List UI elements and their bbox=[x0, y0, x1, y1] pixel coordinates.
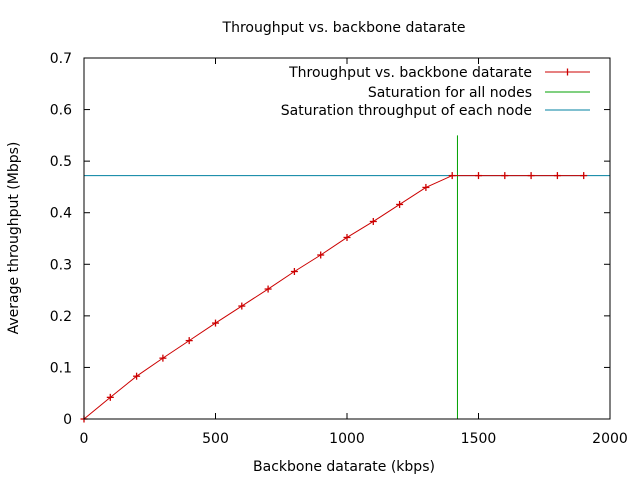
data-point bbox=[343, 233, 351, 241]
data-point bbox=[106, 393, 114, 401]
data-point bbox=[580, 172, 588, 180]
y-tick-label: 0.6 bbox=[50, 103, 72, 119]
x-tick-label: 500 bbox=[202, 431, 229, 447]
y-tick-label: 0.1 bbox=[50, 360, 72, 376]
data-point bbox=[133, 372, 141, 380]
data-point bbox=[527, 172, 535, 180]
legend: Throughput vs. backbone datarate Saturati… bbox=[281, 65, 590, 119]
x-axis-label: Backbone datarate (kbps) bbox=[253, 459, 435, 475]
chart-title: Throughput vs. backbone datarate bbox=[222, 20, 466, 36]
legend-label: Saturation for all nodes bbox=[368, 85, 532, 101]
x-tick-label: 2000 bbox=[592, 431, 628, 447]
data-point bbox=[369, 217, 377, 225]
data-point bbox=[317, 251, 325, 259]
x-tick-label: 0 bbox=[80, 431, 89, 447]
plot-series bbox=[80, 135, 610, 423]
data-point bbox=[396, 200, 404, 208]
x-tick-label: 1500 bbox=[461, 431, 497, 447]
y-tick-label: 0.2 bbox=[50, 309, 72, 325]
data-point bbox=[159, 354, 167, 362]
data-point bbox=[553, 172, 561, 180]
data-point bbox=[264, 285, 272, 293]
data-point bbox=[422, 183, 430, 191]
legend-label: Throughput vs. backbone datarate bbox=[288, 65, 532, 81]
y-axis-label: Average throughput (Mbps) bbox=[6, 142, 22, 335]
axes: 0 500 1000 1500 2000 0 0.1 0.2 0.3 0.4 0.5 0.6 0.7 bbox=[50, 51, 628, 447]
x-tick-label: 1000 bbox=[329, 431, 365, 447]
data-point bbox=[475, 172, 482, 180]
plot-frame bbox=[83, 57, 611, 420]
y-tick-label: 0.3 bbox=[50, 257, 72, 273]
data-point bbox=[212, 319, 219, 327]
data-point bbox=[448, 172, 456, 180]
y-tick-label: 0.5 bbox=[50, 154, 72, 170]
throughput-line bbox=[83, 175, 584, 420]
data-point bbox=[238, 302, 246, 310]
data-point bbox=[185, 337, 193, 345]
y-tick-label: 0.4 bbox=[50, 206, 72, 222]
y-tick-label: 0.7 bbox=[50, 51, 72, 67]
y-tick-label: 0 bbox=[63, 412, 72, 428]
legend-label: Saturation throughput of each node bbox=[281, 103, 532, 119]
data-point bbox=[290, 268, 298, 276]
data-point bbox=[501, 172, 509, 180]
